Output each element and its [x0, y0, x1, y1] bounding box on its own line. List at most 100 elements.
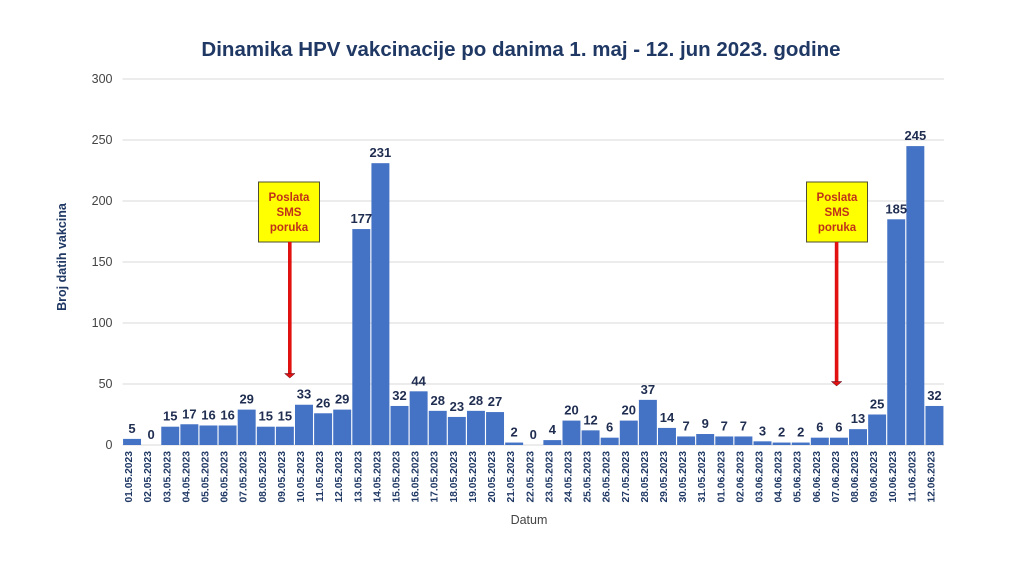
- svg-text:08.05.2023: 08.05.2023: [258, 451, 269, 503]
- svg-text:2: 2: [797, 425, 804, 440]
- svg-text:18.05.2023: 18.05.2023: [449, 451, 460, 503]
- svg-text:15: 15: [259, 409, 273, 424]
- svg-text:14: 14: [660, 410, 675, 425]
- svg-text:14.05.2023: 14.05.2023: [372, 451, 383, 503]
- svg-text:9: 9: [702, 416, 709, 431]
- svg-text:01.06.2023: 01.06.2023: [716, 451, 727, 503]
- svg-text:Broj datih vakcina: Broj datih vakcina: [55, 202, 69, 311]
- svg-text:100: 100: [92, 316, 113, 330]
- svg-text:28: 28: [469, 393, 483, 408]
- svg-text:300: 300: [92, 72, 113, 86]
- svg-text:Datum: Datum: [511, 513, 548, 527]
- svg-text:07.06.2023: 07.06.2023: [831, 451, 842, 503]
- svg-text:04.06.2023: 04.06.2023: [774, 451, 785, 503]
- svg-text:02.06.2023: 02.06.2023: [735, 451, 746, 503]
- svg-text:32: 32: [392, 388, 406, 403]
- svg-text:21.05.2023: 21.05.2023: [506, 451, 517, 503]
- svg-text:20.05.2023: 20.05.2023: [487, 451, 498, 503]
- svg-text:26.05.2023: 26.05.2023: [602, 451, 613, 503]
- svg-text:185: 185: [885, 201, 907, 216]
- svg-text:23: 23: [450, 399, 464, 414]
- svg-text:12.05.2023: 12.05.2023: [334, 451, 345, 503]
- svg-text:200: 200: [92, 194, 113, 208]
- svg-text:30.05.2023: 30.05.2023: [678, 451, 689, 503]
- svg-text:6: 6: [606, 420, 613, 435]
- svg-text:Poslata: Poslata: [817, 192, 859, 204]
- svg-text:04.05.2023: 04.05.2023: [181, 451, 192, 503]
- svg-text:245: 245: [904, 128, 926, 143]
- svg-text:17.05.2023: 17.05.2023: [430, 451, 441, 503]
- svg-text:20: 20: [564, 403, 578, 418]
- svg-text:SMS: SMS: [277, 207, 302, 219]
- svg-text:09.05.2023: 09.05.2023: [277, 451, 288, 503]
- svg-text:25: 25: [870, 397, 884, 412]
- svg-text:poruka: poruka: [818, 222, 857, 234]
- svg-text:25.05.2023: 25.05.2023: [583, 451, 594, 503]
- svg-text:11.05.2023: 11.05.2023: [315, 451, 326, 502]
- svg-text:SMS: SMS: [825, 207, 850, 219]
- svg-text:08.06.2023: 08.06.2023: [850, 451, 861, 503]
- svg-text:7: 7: [740, 418, 747, 433]
- svg-text:28.05.2023: 28.05.2023: [640, 451, 651, 503]
- svg-text:4: 4: [549, 422, 557, 437]
- svg-text:10.05.2023: 10.05.2023: [296, 451, 307, 503]
- svg-text:27: 27: [488, 394, 502, 409]
- svg-text:20: 20: [622, 403, 636, 418]
- svg-text:02.05.2023: 02.05.2023: [143, 451, 154, 503]
- svg-text:26: 26: [316, 395, 330, 410]
- svg-text:05.06.2023: 05.06.2023: [793, 451, 804, 503]
- svg-text:29: 29: [335, 392, 349, 407]
- svg-text:0: 0: [530, 427, 537, 442]
- svg-text:29.05.2023: 29.05.2023: [659, 451, 670, 503]
- svg-text:6: 6: [816, 420, 823, 435]
- svg-text:37: 37: [641, 382, 655, 397]
- svg-text:27.05.2023: 27.05.2023: [621, 451, 632, 503]
- svg-text:150: 150: [92, 255, 113, 269]
- svg-text:01.05.2023: 01.05.2023: [124, 451, 135, 503]
- svg-text:12: 12: [583, 412, 597, 427]
- svg-text:06.05.2023: 06.05.2023: [220, 451, 231, 503]
- svg-text:03.06.2023: 03.06.2023: [755, 451, 766, 503]
- svg-text:15.05.2023: 15.05.2023: [392, 451, 403, 503]
- svg-text:33: 33: [297, 387, 311, 402]
- svg-text:13: 13: [851, 411, 865, 426]
- svg-text:28: 28: [430, 393, 444, 408]
- svg-text:7: 7: [721, 418, 728, 433]
- svg-text:31.05.2023: 31.05.2023: [697, 451, 708, 503]
- svg-text:10.06.2023: 10.06.2023: [888, 451, 899, 503]
- svg-text:19.05.2023: 19.05.2023: [468, 451, 479, 503]
- svg-text:177: 177: [350, 211, 372, 226]
- svg-text:05.05.2023: 05.05.2023: [200, 451, 211, 503]
- svg-text:17: 17: [182, 406, 196, 421]
- svg-text:29: 29: [239, 392, 253, 407]
- svg-text:7: 7: [682, 418, 689, 433]
- svg-text:13.05.2023: 13.05.2023: [353, 451, 364, 503]
- svg-text:3: 3: [759, 423, 766, 438]
- svg-text:Dinamika HPV vakcinacije po da: Dinamika HPV vakcinacije po danima 1. ma…: [201, 38, 840, 61]
- svg-text:11.06.2023: 11.06.2023: [907, 451, 918, 502]
- svg-text:2: 2: [778, 425, 785, 440]
- svg-text:32: 32: [927, 388, 941, 403]
- svg-text:0: 0: [106, 438, 113, 452]
- svg-text:231: 231: [370, 145, 392, 160]
- svg-text:22.05.2023: 22.05.2023: [525, 451, 536, 503]
- svg-text:0: 0: [148, 427, 155, 442]
- svg-text:16: 16: [220, 407, 234, 422]
- svg-text:15: 15: [278, 409, 292, 424]
- svg-text:Poslata: Poslata: [269, 192, 311, 204]
- svg-text:12.06.2023: 12.06.2023: [926, 451, 937, 503]
- svg-text:23.05.2023: 23.05.2023: [544, 451, 555, 503]
- svg-text:09.06.2023: 09.06.2023: [869, 451, 880, 503]
- svg-text:44: 44: [411, 373, 426, 388]
- svg-text:15: 15: [163, 409, 177, 424]
- svg-text:poruka: poruka: [270, 222, 309, 234]
- svg-text:50: 50: [99, 377, 113, 391]
- svg-text:06.06.2023: 06.06.2023: [812, 451, 823, 503]
- svg-text:03.05.2023: 03.05.2023: [162, 451, 173, 503]
- svg-text:16: 16: [201, 407, 215, 422]
- svg-text:5: 5: [128, 421, 135, 436]
- svg-text:07.05.2023: 07.05.2023: [239, 451, 250, 503]
- svg-text:250: 250: [92, 133, 113, 147]
- svg-text:24.05.2023: 24.05.2023: [563, 451, 574, 503]
- svg-text:2: 2: [511, 425, 518, 440]
